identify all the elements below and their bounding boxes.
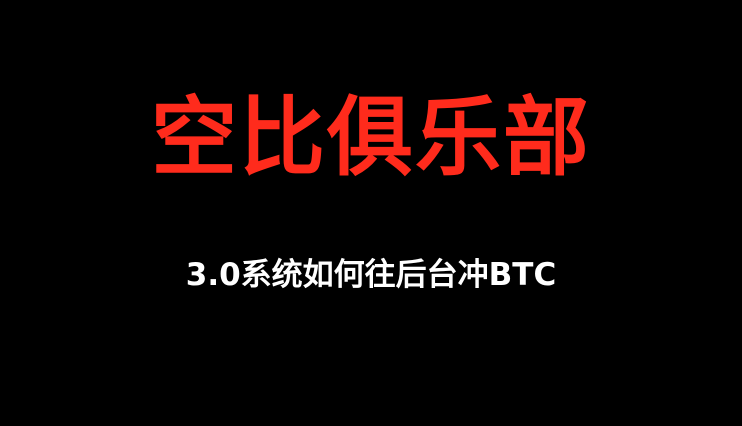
episode-subtitle: 3.0系统如何往后台冲BTC: [185, 257, 557, 293]
club-title: 空比俱乐部: [151, 88, 591, 188]
